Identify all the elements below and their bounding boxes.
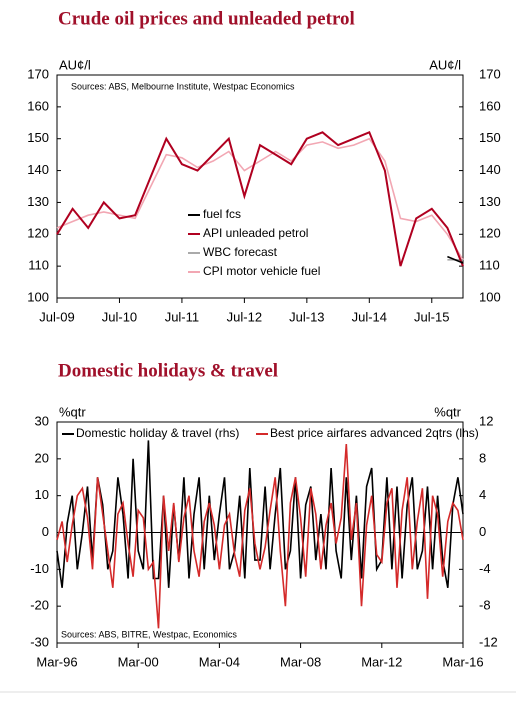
y-tick-label: 20: [35, 450, 49, 465]
y-tick-label: 30: [35, 413, 49, 428]
x-tick-label: Jul-09: [39, 309, 74, 324]
legend-label: WBC forecast: [203, 245, 278, 259]
y-tick-label: 150: [27, 130, 49, 145]
plot-frame: [56, 74, 464, 299]
x-tick-label: Mar-04: [199, 654, 240, 669]
x-tick-label: Jul-14: [352, 309, 387, 324]
y2-axis-label: AU¢/l: [429, 57, 461, 72]
x-tick-label: Jul-10: [102, 309, 137, 324]
legend-label: CPI motor vehicle fuel: [203, 264, 320, 278]
y-tick-label: 0: [42, 524, 49, 539]
legend-label: Domestic holiday & travel (rhs): [76, 426, 239, 440]
y2-tick-label: 100: [479, 289, 501, 304]
legend-label: API unleaded petrol: [203, 226, 308, 240]
y2-tick-label: 4: [479, 487, 486, 502]
legend-label: fuel fcs: [203, 207, 241, 221]
y-tick-label: 110: [28, 258, 49, 273]
series-line: [56, 444, 464, 629]
series-line: [56, 130, 464, 267]
y-axis-label: AU¢/l: [59, 57, 91, 72]
x-tick-label: Jul-11: [165, 309, 199, 324]
source: Sources: ABS, BITRE, Westpac, Economics: [61, 629, 237, 639]
series-line: [447, 255, 464, 264]
y2-tick-label: 170: [479, 66, 501, 81]
y2-tick-label: 110: [479, 258, 500, 273]
y-tick-label: -10: [30, 561, 49, 576]
y2-tick-label: 12: [479, 413, 493, 428]
x-tick-label: Mar-96: [36, 654, 77, 669]
y-tick-label: 130: [27, 194, 49, 209]
y-tick-label: -20: [30, 598, 49, 613]
y-tick-label: 140: [27, 162, 49, 177]
y-tick-label: 170: [27, 66, 49, 81]
legend-label: Best price airfares advanced 2qtrs (lhs): [270, 426, 479, 440]
y2-tick-label: 140: [479, 162, 501, 177]
y2-tick-label: 160: [479, 98, 501, 113]
y2-tick-label: 0: [479, 524, 486, 539]
y-tick-label: 10: [35, 487, 49, 502]
x-tick-label: Mar-16: [442, 654, 483, 669]
series-line: [56, 137, 464, 261]
chart-title: Crude oil prices and unleaded petrol: [58, 8, 355, 29]
y2-tick-label: 150: [479, 130, 501, 145]
y2-tick-label: -12: [479, 634, 498, 649]
y-tick-label: 160: [27, 98, 49, 113]
y2-tick-label: -4: [479, 561, 491, 576]
x-tick-label: Jul-12: [227, 309, 262, 324]
source: Sources: ABS, Melbourne Institute, Westp…: [71, 81, 295, 91]
x-tick-label: Mar-12: [361, 654, 402, 669]
chart-title: Domestic holidays & travel: [58, 360, 278, 381]
y-axis-label: %qtr: [59, 404, 86, 419]
x-tick-label: Mar-00: [118, 654, 159, 669]
y2-axis-label: %qtr: [434, 404, 461, 419]
x-tick-label: Mar-08: [280, 654, 321, 669]
series-line: [56, 440, 464, 588]
y2-tick-label: -8: [479, 598, 491, 613]
y2-tick-label: 130: [479, 194, 501, 209]
y2-tick-label: 120: [479, 226, 501, 241]
y-tick-label: 100: [27, 289, 49, 304]
x-tick-label: Jul-13: [289, 309, 324, 324]
y-tick-label: -30: [30, 634, 49, 649]
y2-tick-label: 8: [479, 450, 486, 465]
x-tick-label: Jul-15: [414, 309, 449, 324]
y-tick-label: 120: [27, 226, 49, 241]
